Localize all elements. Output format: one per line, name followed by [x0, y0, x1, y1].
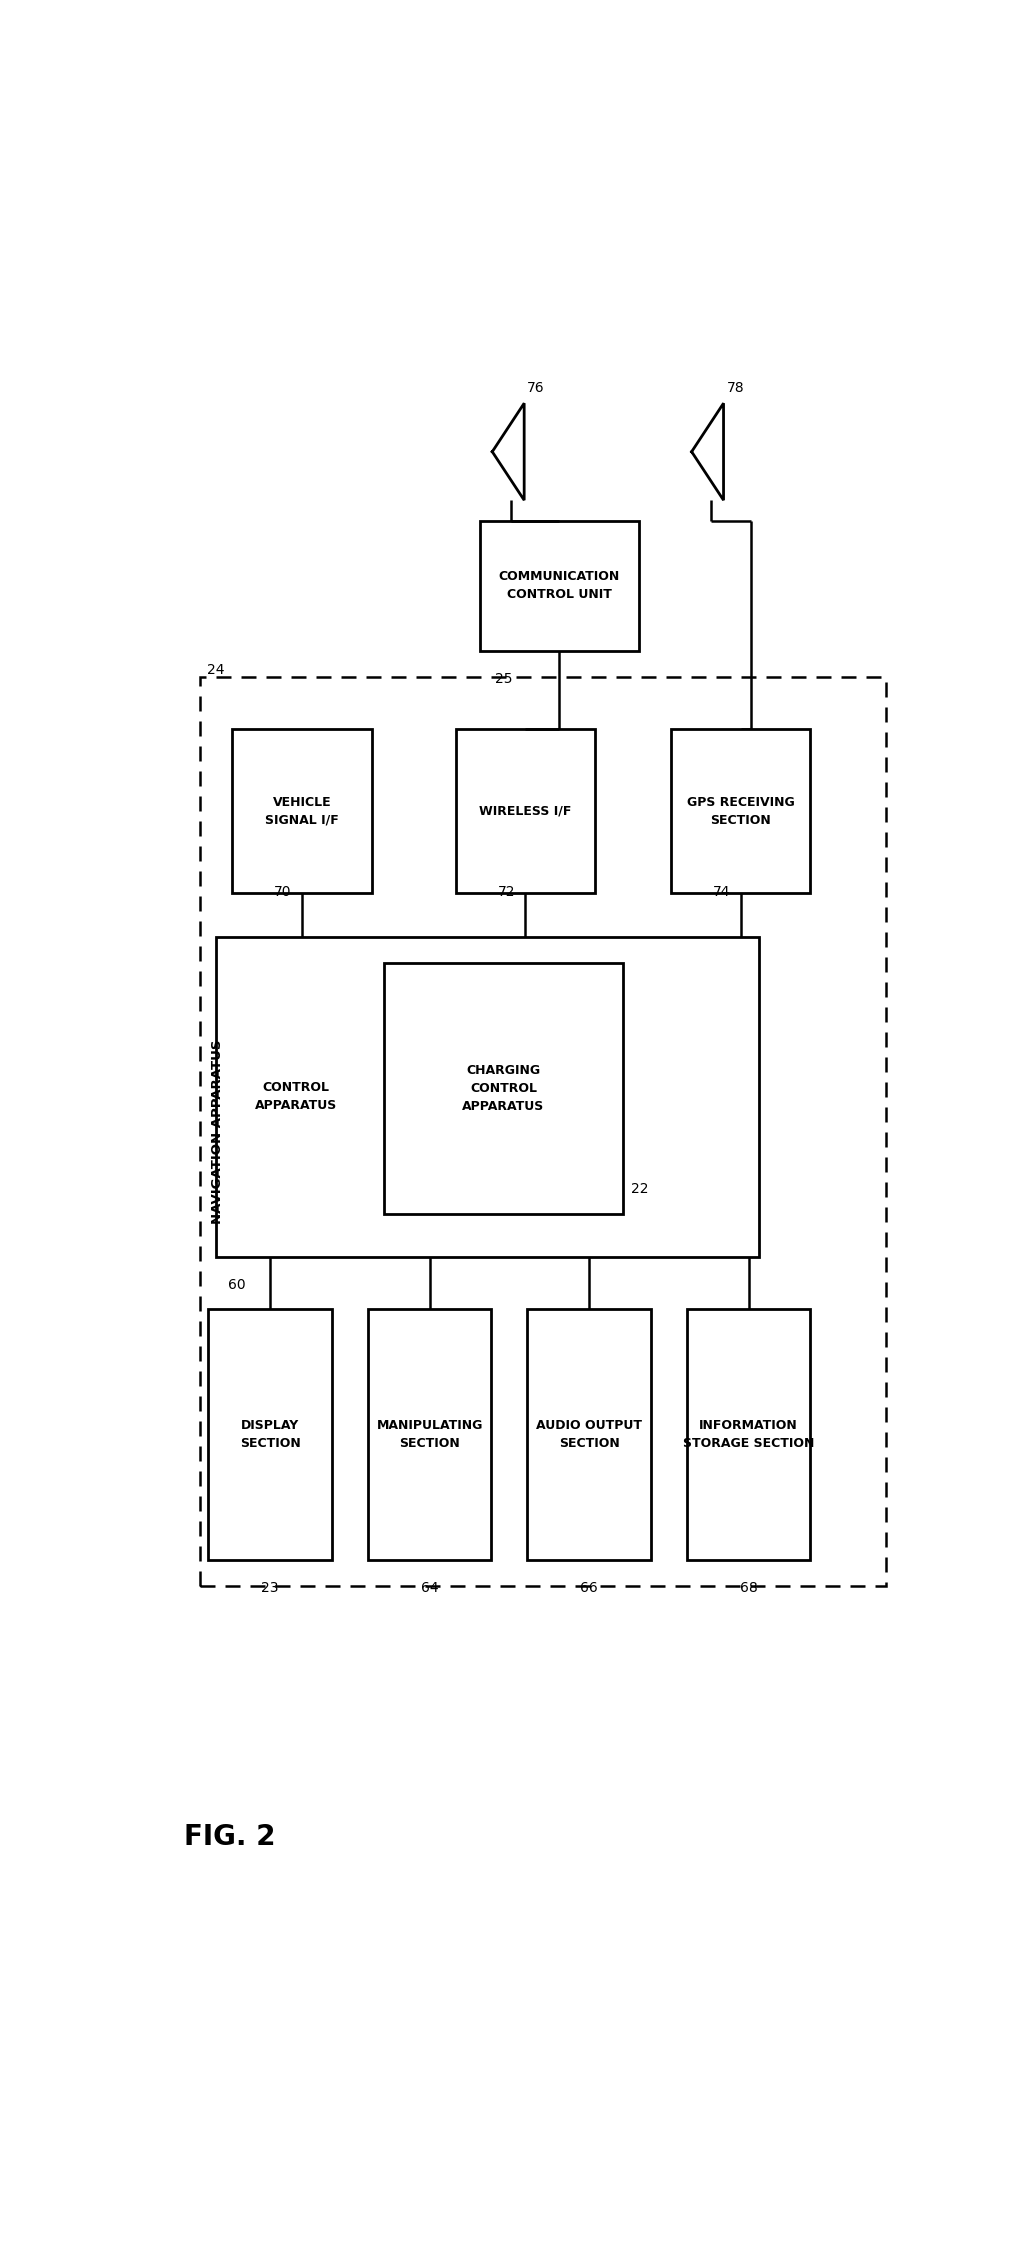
- Bar: [456, 729, 595, 893]
- Bar: [671, 729, 811, 893]
- Text: 76: 76: [527, 380, 545, 394]
- Text: MANIPULATING
SECTION: MANIPULATING SECTION: [377, 1419, 483, 1451]
- Text: GPS RECEIVING
SECTION: GPS RECEIVING SECTION: [686, 796, 794, 828]
- Text: DISPLAY
SECTION: DISPLAY SECTION: [240, 1419, 300, 1451]
- Text: NAVIGATION APPARATUS: NAVIGATION APPARATUS: [211, 1039, 224, 1223]
- Bar: [384, 963, 624, 1214]
- Bar: [233, 729, 371, 893]
- Text: 70: 70: [274, 884, 291, 900]
- Bar: [216, 936, 758, 1257]
- Bar: [527, 1309, 651, 1561]
- Text: VEHICLE
SIGNAL I/F: VEHICLE SIGNAL I/F: [265, 796, 339, 828]
- Text: 24: 24: [207, 663, 224, 677]
- Text: 64: 64: [421, 1581, 438, 1595]
- Text: CHARGING
CONTROL
APPARATUS: CHARGING CONTROL APPARATUS: [462, 1064, 544, 1113]
- Text: 74: 74: [713, 884, 731, 900]
- Bar: [368, 1309, 492, 1561]
- Text: 25: 25: [496, 672, 513, 686]
- Text: 78: 78: [726, 380, 744, 394]
- Bar: [208, 1309, 332, 1561]
- Text: AUDIO OUTPUT
SECTION: AUDIO OUTPUT SECTION: [536, 1419, 642, 1451]
- Text: 68: 68: [740, 1581, 757, 1595]
- Text: 66: 66: [580, 1581, 598, 1595]
- Bar: [201, 677, 886, 1586]
- Text: 22: 22: [631, 1183, 648, 1196]
- Text: 72: 72: [497, 884, 514, 900]
- Text: INFORMATION
STORAGE SECTION: INFORMATION STORAGE SECTION: [683, 1419, 814, 1451]
- Text: CONTROL
APPARATUS: CONTROL APPARATUS: [255, 1082, 338, 1113]
- Bar: [686, 1309, 811, 1561]
- Bar: [480, 522, 639, 650]
- Text: WIRELESS I/F: WIRELESS I/F: [480, 805, 571, 819]
- Text: COMMUNICATION
CONTROL UNIT: COMMUNICATION CONTROL UNIT: [499, 571, 619, 600]
- Text: 23: 23: [261, 1581, 279, 1595]
- Text: 60: 60: [228, 1277, 246, 1291]
- Text: FIG. 2: FIG. 2: [184, 1824, 276, 1851]
